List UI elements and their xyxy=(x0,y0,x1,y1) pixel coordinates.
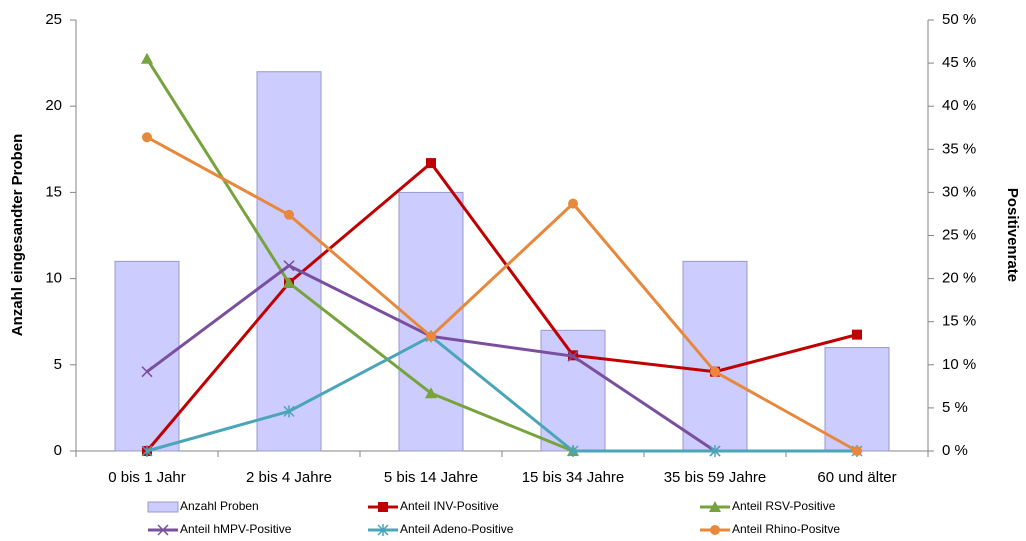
legend-label: Anteil INV-Positive xyxy=(400,499,499,513)
y-tick-label: 10 xyxy=(45,270,62,287)
bar xyxy=(256,71,322,452)
legend-marker xyxy=(157,524,169,536)
y-tick-label: 25 xyxy=(45,11,62,28)
y2-axis-title: Positivenrate xyxy=(1004,188,1021,282)
y2-tick-label: 45 % xyxy=(942,54,976,71)
point xyxy=(283,260,295,272)
point xyxy=(709,445,721,457)
point xyxy=(852,329,862,340)
point xyxy=(141,366,153,378)
x-tick-label: 2 bis 4 Jahre xyxy=(246,469,332,486)
x-tick-label: 15 bis 34 Jahre xyxy=(522,469,625,486)
point xyxy=(142,132,152,143)
line xyxy=(145,57,574,453)
legend-label: Anteil Adeno-Positive xyxy=(400,522,514,536)
y-axis-title: Anzahl eingesandter Proben xyxy=(9,134,26,337)
legend-label: Anteil RSV-Positive xyxy=(732,499,836,513)
y2-tick-label: 15 % xyxy=(942,313,976,330)
point xyxy=(283,405,295,418)
point xyxy=(426,331,436,342)
bar xyxy=(682,260,748,452)
y2-tick-label: 50 % xyxy=(942,11,976,28)
legend-label: Anzahl Proben xyxy=(180,499,259,513)
legend-label: Anteil Rhino-Positve xyxy=(732,522,840,536)
point xyxy=(710,366,720,377)
y2-tick-label: 5 % xyxy=(942,399,968,416)
legend-swatch xyxy=(147,501,179,513)
x-tick-label: 5 bis 14 Jahre xyxy=(384,469,478,486)
legend-marker xyxy=(709,501,721,512)
y2-tick-label: 25 % xyxy=(942,226,976,243)
y-tick-label: 15 xyxy=(45,183,62,200)
legend-marker xyxy=(710,525,720,535)
bar xyxy=(398,191,464,452)
y-tick-label: 20 xyxy=(45,97,62,114)
point xyxy=(852,446,862,456)
x-tick-label: 0 bis 1 Jahr xyxy=(108,469,186,486)
y2-tick-label: 40 % xyxy=(942,97,976,114)
legend-marker xyxy=(377,524,389,536)
x-tick-label: 35 bis 59 Jahre xyxy=(664,469,767,486)
legend-label: Anteil hMPV-Positive xyxy=(180,522,292,536)
point xyxy=(425,387,437,399)
legend-marker xyxy=(378,502,388,512)
y2-tick-label: 10 % xyxy=(942,356,976,373)
line xyxy=(146,135,858,453)
point xyxy=(284,209,294,220)
y-tick-label: 0 xyxy=(54,442,62,459)
point xyxy=(283,276,295,288)
point xyxy=(567,445,579,457)
point xyxy=(141,52,153,64)
y2-tick-label: 35 % xyxy=(942,140,976,157)
line xyxy=(145,160,858,452)
point xyxy=(567,350,579,362)
line xyxy=(146,334,857,453)
x-tick-label: 60 und älter xyxy=(817,469,896,486)
y-tick-label: 5 xyxy=(54,356,62,373)
y2-tick-label: 30 % xyxy=(942,183,976,200)
point xyxy=(141,445,153,457)
y2-tick-label: 0 % xyxy=(942,442,968,459)
bar xyxy=(824,347,890,452)
point xyxy=(426,158,436,169)
point xyxy=(568,198,578,209)
y2-tick-label: 20 % xyxy=(942,270,976,287)
